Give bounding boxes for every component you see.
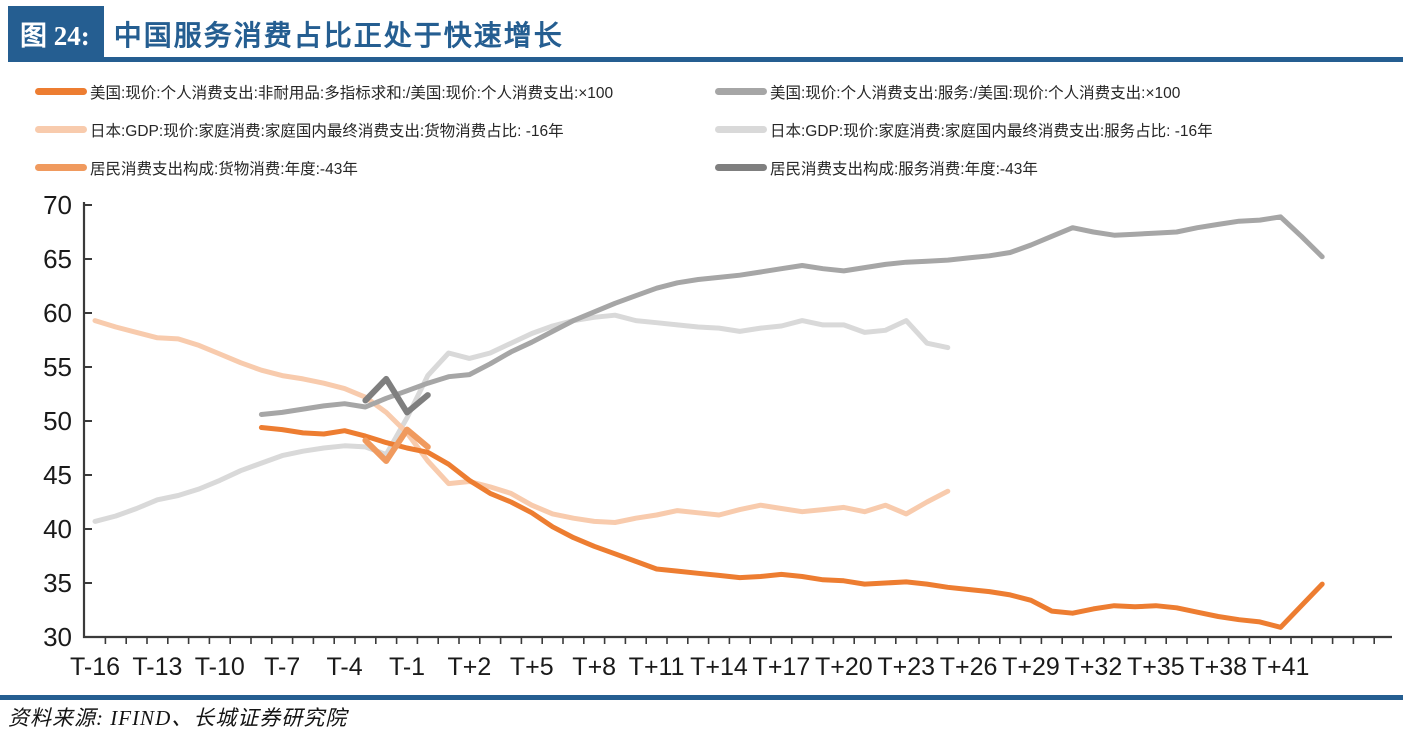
y-tick-label: 60 [43, 298, 72, 328]
series-line-japan_services [92, 312, 951, 524]
x-tick-label: T+38 [1189, 653, 1247, 681]
series-line-china_goods [362, 426, 431, 464]
x-tick-label: T+26 [940, 653, 998, 681]
figure-header: 图 24: 中国服务消费占比正处于快速增长 [8, 6, 564, 61]
legend-swatch-japan_goods [35, 126, 87, 133]
source-divider [0, 695, 1403, 700]
x-tick-label: T+20 [815, 653, 873, 681]
legend-item-china_services: 居民消费支出构成:服务消费:年度:-43年 [715, 156, 1385, 179]
series-line-us_services [258, 214, 1325, 417]
legend-swatch-us_goods [35, 88, 87, 95]
legend-swatch-us_services [715, 88, 767, 95]
legend-item-us_services: 美国:现价:个人消费支出:服务:/美国:现价:个人消费支出:×100 [715, 80, 1385, 103]
x-tick-label: T-1 [389, 653, 425, 681]
x-tick-label: T-13 [132, 653, 182, 681]
y-tick-label: 35 [43, 568, 72, 598]
legend-swatch-china_services [715, 164, 767, 171]
x-tick-label: T-10 [195, 653, 245, 681]
legend-item-china_goods: 居民消费支出构成:货物消费:年度:-43年 [35, 156, 715, 179]
series-line-us_goods [258, 425, 1325, 630]
x-tick-label: T+32 [1065, 653, 1123, 681]
figure-number: 图 24: [20, 21, 90, 51]
y-tick-label: 45 [43, 460, 72, 490]
figure-title: 中国服务消费占比正处于快速增长 [113, 20, 564, 52]
x-tick-label: T+11 [629, 653, 685, 681]
legend-label-japan_goods: 日本:GDP:现价:家庭消费:家庭国内最终消费支出:货物消费占比: -16年 [90, 122, 564, 140]
legend-item-japan_services: 日本:GDP:现价:家庭消费:家庭国内最终消费支出:服务占比: -16年 [715, 118, 1385, 141]
legend-label-china_goods: 居民消费支出构成:货物消费:年度:-43年 [90, 160, 358, 178]
y-tick-label: 30 [43, 622, 72, 652]
x-tick-label: T+35 [1127, 653, 1185, 681]
legend-item-japan_goods: 日本:GDP:现价:家庭消费:家庭国内最终消费支出:货物消费占比: -16年 [35, 118, 715, 141]
y-tick-label: 40 [43, 514, 72, 544]
chart-legend: 美国:现价:个人消费支出:非耐用品:多指标求和:/美国:现价:个人消费支出:×1… [35, 80, 1385, 179]
x-tick-label: T+2 [448, 653, 492, 681]
legend-label-us_services: 美国:现价:个人消费支出:服务:/美国:现价:个人消费支出:×100 [770, 84, 1181, 102]
source-note: 资料来源: IFIND、长城证券研究院 [8, 706, 348, 730]
y-tick-label: 65 [43, 244, 72, 274]
y-tick-label: 55 [43, 352, 72, 382]
x-tick-label: T+23 [877, 653, 935, 681]
x-tick-label: T+41 [1252, 653, 1310, 681]
x-tick-label: T+29 [1002, 653, 1060, 681]
figure-number-badge: 图 24: [8, 6, 104, 61]
title-underline [8, 57, 1403, 62]
legend-swatch-japan_services [715, 126, 767, 133]
x-tick-label: T+8 [572, 653, 616, 681]
y-tick-label: 50 [43, 406, 72, 436]
legend-item-us_goods: 美国:现价:个人消费支出:非耐用品:多指标求和:/美国:现价:个人消费支出:×1… [35, 80, 715, 103]
series-line-china_services [362, 375, 431, 416]
axis-lines [82, 202, 1392, 639]
x-tick-label: T+5 [510, 653, 554, 681]
y-tick-label: 70 [43, 190, 72, 220]
legend-swatch-china_goods [35, 164, 87, 171]
x-tick-label: T+17 [753, 653, 811, 681]
legend-label-china_services: 居民消费支出构成:服务消费:年度:-43年 [770, 160, 1038, 178]
legend-label-us_goods: 美国:现价:个人消费支出:非耐用品:多指标求和:/美国:现价:个人消费支出:×1… [90, 84, 614, 102]
legend-label-japan_services: 日本:GDP:现价:家庭消费:家庭国内最终消费支出:服务占比: -16年 [770, 122, 1213, 140]
x-tick-label: T-16 [70, 653, 120, 681]
x-tick-label: T-7 [264, 653, 300, 681]
x-tick-label: T-4 [327, 653, 363, 681]
x-tick-label: T+14 [690, 653, 748, 681]
series-line-japan_goods [92, 318, 951, 525]
